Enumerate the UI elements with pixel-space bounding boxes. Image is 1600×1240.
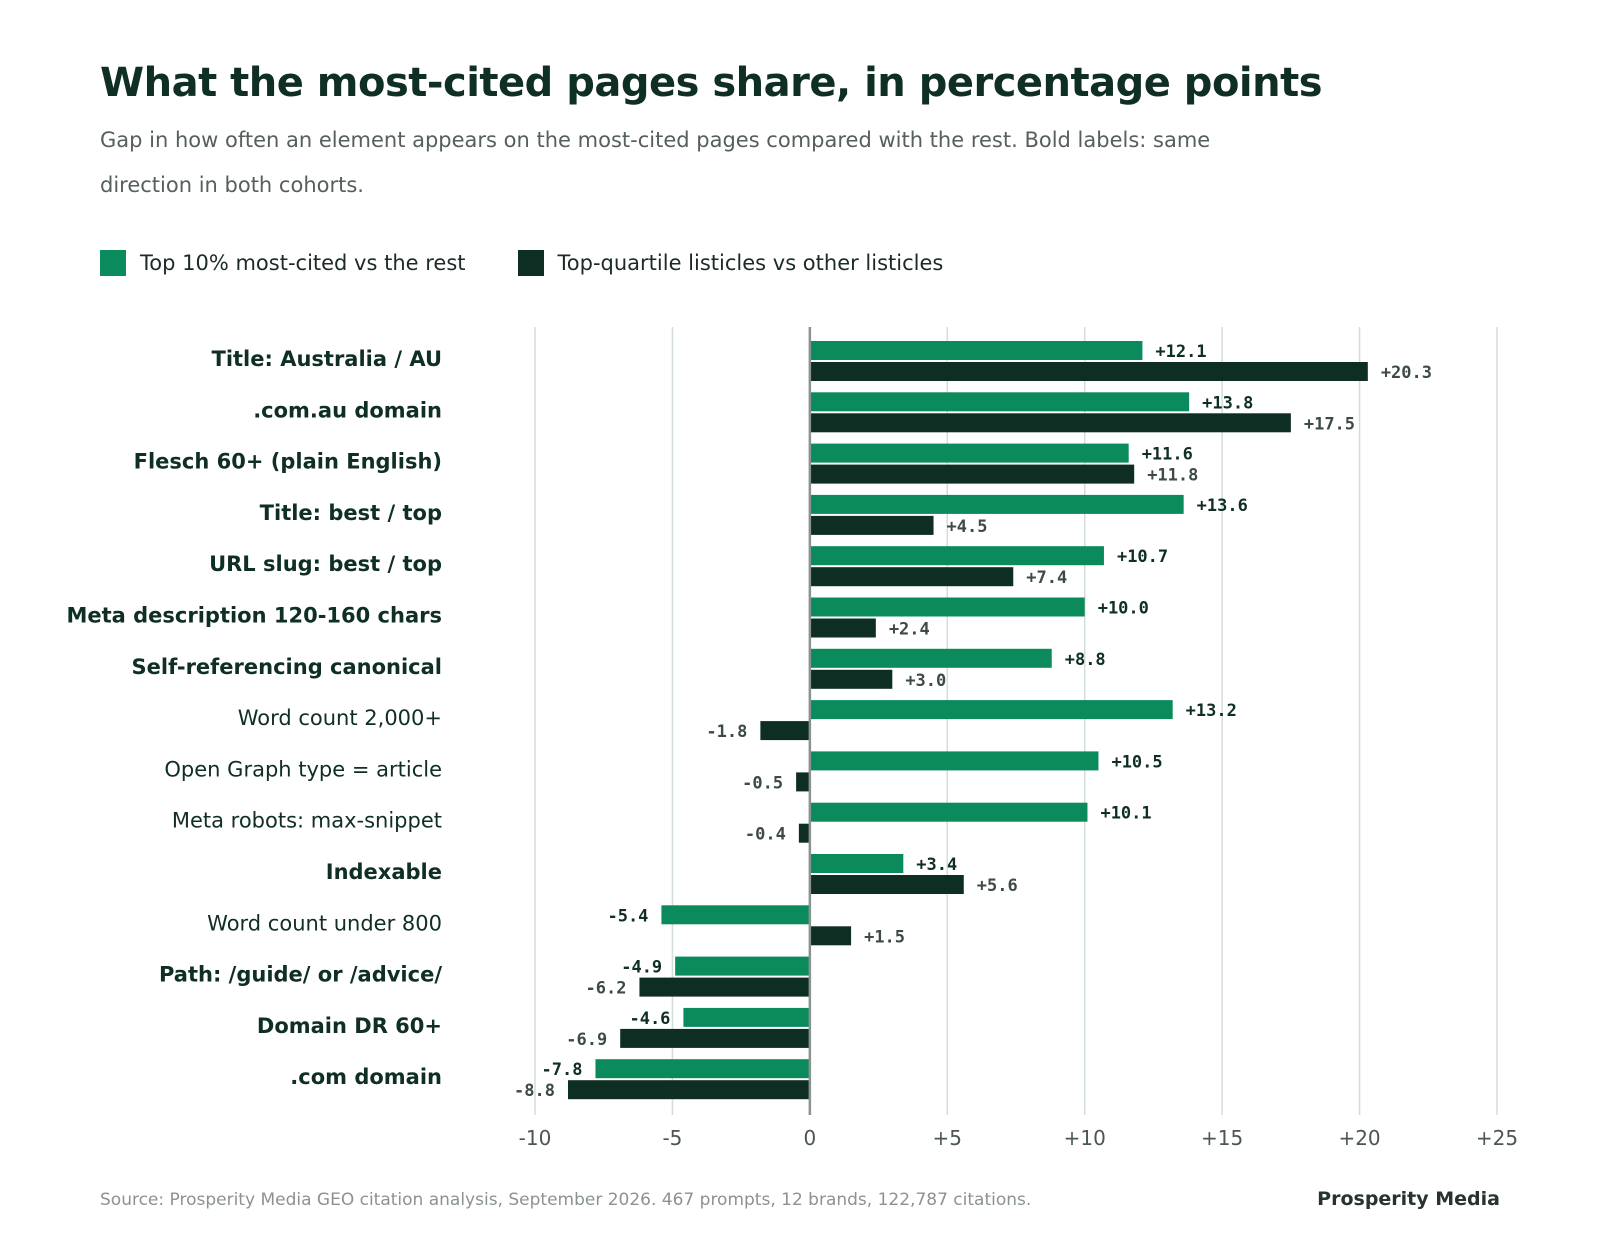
bar-top10: [809, 443, 1129, 463]
data-label-listicles: +7.4: [1026, 568, 1067, 588]
data-label-listicles: +11.8: [1147, 466, 1198, 486]
legend: Top 10% most-cited vs the rest Top-quart…: [100, 250, 995, 276]
bar-listicles: [639, 977, 810, 997]
bar-listicles: [809, 464, 1135, 484]
bar-top10: [809, 392, 1190, 412]
data-label-top10: +3.4: [916, 855, 957, 875]
bar-top10: [809, 494, 1184, 514]
bar-top10: [809, 546, 1104, 566]
legend-swatch-listicles: [517, 250, 544, 276]
bar-listicles: [809, 618, 876, 638]
data-label-top10: +13.2: [1186, 701, 1237, 721]
data-label-top10: +8.8: [1065, 650, 1106, 670]
x-tick-label: +5: [933, 1126, 962, 1150]
category-label: Flesch 60+ (plain English): [134, 450, 442, 474]
data-label-top10: -7.8: [542, 1060, 583, 1080]
data-label-top10: -5.4: [607, 906, 648, 926]
x-tick-label: 0: [803, 1126, 816, 1150]
category-label: Domain DR 60+: [257, 1014, 442, 1038]
data-label-listicles: +4.5: [947, 517, 988, 537]
bar-listicles: [809, 515, 934, 535]
category-label: Indexable: [326, 860, 442, 884]
category-label: Word count 2,000+: [238, 706, 442, 730]
x-tick-label: -10: [519, 1126, 552, 1150]
category-label: Path: /guide/ or /advice/: [159, 963, 442, 987]
data-label-top10: +13.6: [1197, 496, 1248, 516]
bar-top10: [675, 956, 810, 976]
bar-listicles: [620, 1028, 810, 1048]
legend-label-top10: Top 10% most-cited vs the rest: [140, 251, 466, 275]
data-label-listicles: +2.4: [889, 620, 930, 640]
data-label-top10: -4.9: [621, 958, 662, 978]
category-label: Open Graph type = article: [164, 757, 442, 781]
bar-top10: [809, 854, 904, 873]
data-label-top10: -4.6: [629, 1009, 670, 1029]
data-label-listicles: -8.8: [514, 1081, 555, 1101]
category-label: .com.au domain: [253, 398, 442, 422]
data-label-listicles: +17.5: [1304, 414, 1355, 434]
bar-listicles: [760, 721, 810, 741]
source-note: Source: Prosperity Media GEO citation an…: [100, 1190, 1032, 1210]
data-label-listicles: -6.9: [566, 1030, 607, 1050]
bar-listicles: [567, 1080, 810, 1100]
category-label: Meta description 120-160 chars: [66, 604, 442, 628]
bar-top10: [595, 1059, 810, 1079]
bar-listicles: [809, 413, 1291, 433]
x-tick-label: +20: [1338, 1126, 1380, 1150]
data-label-top10: +10.5: [1111, 752, 1162, 772]
bar-listicles: [798, 823, 810, 843]
chart-subtitle: Gap in how often an element appears on t…: [100, 128, 1211, 197]
bar-top10: [809, 648, 1052, 668]
bar-top10: [809, 802, 1088, 822]
category-label: Title: best / top: [260, 501, 442, 525]
category-label: Self-referencing canonical: [132, 655, 442, 679]
category-label: .com domain: [290, 1065, 442, 1089]
data-label-listicles: -0.5: [742, 773, 783, 793]
data-label-listicles: -0.4: [745, 825, 786, 845]
bar-top10: [809, 751, 1099, 771]
bar-top10: [809, 597, 1085, 617]
x-tick-label: -5: [662, 1126, 682, 1150]
data-label-top10: +12.1: [1155, 342, 1206, 362]
bar-listicles: [809, 362, 1368, 381]
bar-listicles: [809, 875, 964, 894]
x-tick-label: +10: [1064, 1126, 1106, 1150]
data-label-top10: +10.0: [1098, 599, 1149, 619]
bar-chart: -10 -5 0 +5 +10 +15 +20 +25 Title: Australia / A…: [66, 327, 1518, 1150]
data-label-listicles: -6.2: [585, 979, 626, 999]
category-label: Title: Australia / AU: [212, 347, 443, 371]
bar-top10: [683, 1007, 810, 1027]
data-label-top10: +11.6: [1142, 445, 1193, 465]
x-tick-label: +15: [1201, 1126, 1243, 1150]
bar-top10: [809, 341, 1143, 360]
bar-top10: [661, 905, 810, 925]
data-label-top10: +13.8: [1202, 393, 1253, 413]
bar-listicles: [809, 669, 893, 689]
data-label-listicles: +1.5: [864, 927, 905, 947]
bar-listicles: [809, 567, 1014, 587]
legend-item-top10: Top 10% most-cited vs the rest: [100, 250, 466, 276]
bar-listicles: [796, 772, 810, 792]
chart-title: What the most-cited pages share, in perc…: [100, 60, 1323, 106]
category-label: Meta robots: max-snippet: [172, 809, 442, 833]
data-label-top10: +10.1: [1100, 804, 1151, 824]
legend-item-listicles: Top-quartile listicles vs other listicle…: [517, 250, 944, 276]
x-tick-label: +25: [1476, 1126, 1518, 1150]
brand-name: Prosperity Media: [1317, 1188, 1500, 1210]
data-label-listicles: +3.0: [905, 671, 946, 691]
data-label-listicles: +20.3: [1381, 363, 1432, 383]
category-label: Word count under 800: [207, 911, 442, 935]
data-label-listicles: -1.8: [706, 722, 747, 742]
data-label-listicles: +5.6: [977, 876, 1018, 896]
legend-swatch-top10: [100, 250, 126, 276]
bar-listicles: [809, 926, 852, 946]
legend-label-listicles: Top-quartile listicles vs other listicle…: [557, 251, 944, 275]
category-label: URL slug: best / top: [209, 552, 442, 576]
data-label-top10: +10.7: [1117, 547, 1168, 567]
bar-top10: [809, 700, 1173, 720]
